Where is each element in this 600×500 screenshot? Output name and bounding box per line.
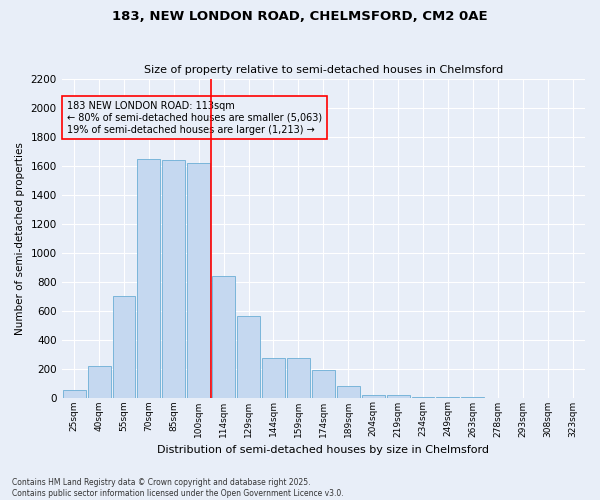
- Bar: [113, 296, 136, 398]
- Text: 183, NEW LONDON ROAD, CHELMSFORD, CM2 0AE: 183, NEW LONDON ROAD, CHELMSFORD, CM2 0A…: [112, 10, 488, 23]
- Bar: [163, 160, 185, 398]
- Bar: [386, 394, 410, 398]
- Bar: [62, 390, 86, 398]
- Bar: [362, 394, 385, 398]
- X-axis label: Distribution of semi-detached houses by size in Chelmsford: Distribution of semi-detached houses by …: [157, 445, 490, 455]
- Y-axis label: Number of semi-detached properties: Number of semi-detached properties: [15, 142, 25, 334]
- Bar: [287, 358, 310, 398]
- Title: Size of property relative to semi-detached houses in Chelmsford: Size of property relative to semi-detach…: [144, 66, 503, 76]
- Bar: [212, 276, 235, 398]
- Text: Contains HM Land Registry data © Crown copyright and database right 2025.
Contai: Contains HM Land Registry data © Crown c…: [12, 478, 344, 498]
- Bar: [88, 366, 110, 398]
- Bar: [187, 163, 210, 398]
- Bar: [337, 386, 360, 398]
- Bar: [262, 358, 285, 398]
- Bar: [237, 316, 260, 398]
- Bar: [137, 158, 160, 398]
- Bar: [412, 397, 434, 398]
- Text: 183 NEW LONDON ROAD: 113sqm
← 80% of semi-detached houses are smaller (5,063)
19: 183 NEW LONDON ROAD: 113sqm ← 80% of sem…: [67, 102, 322, 134]
- Bar: [312, 370, 335, 398]
